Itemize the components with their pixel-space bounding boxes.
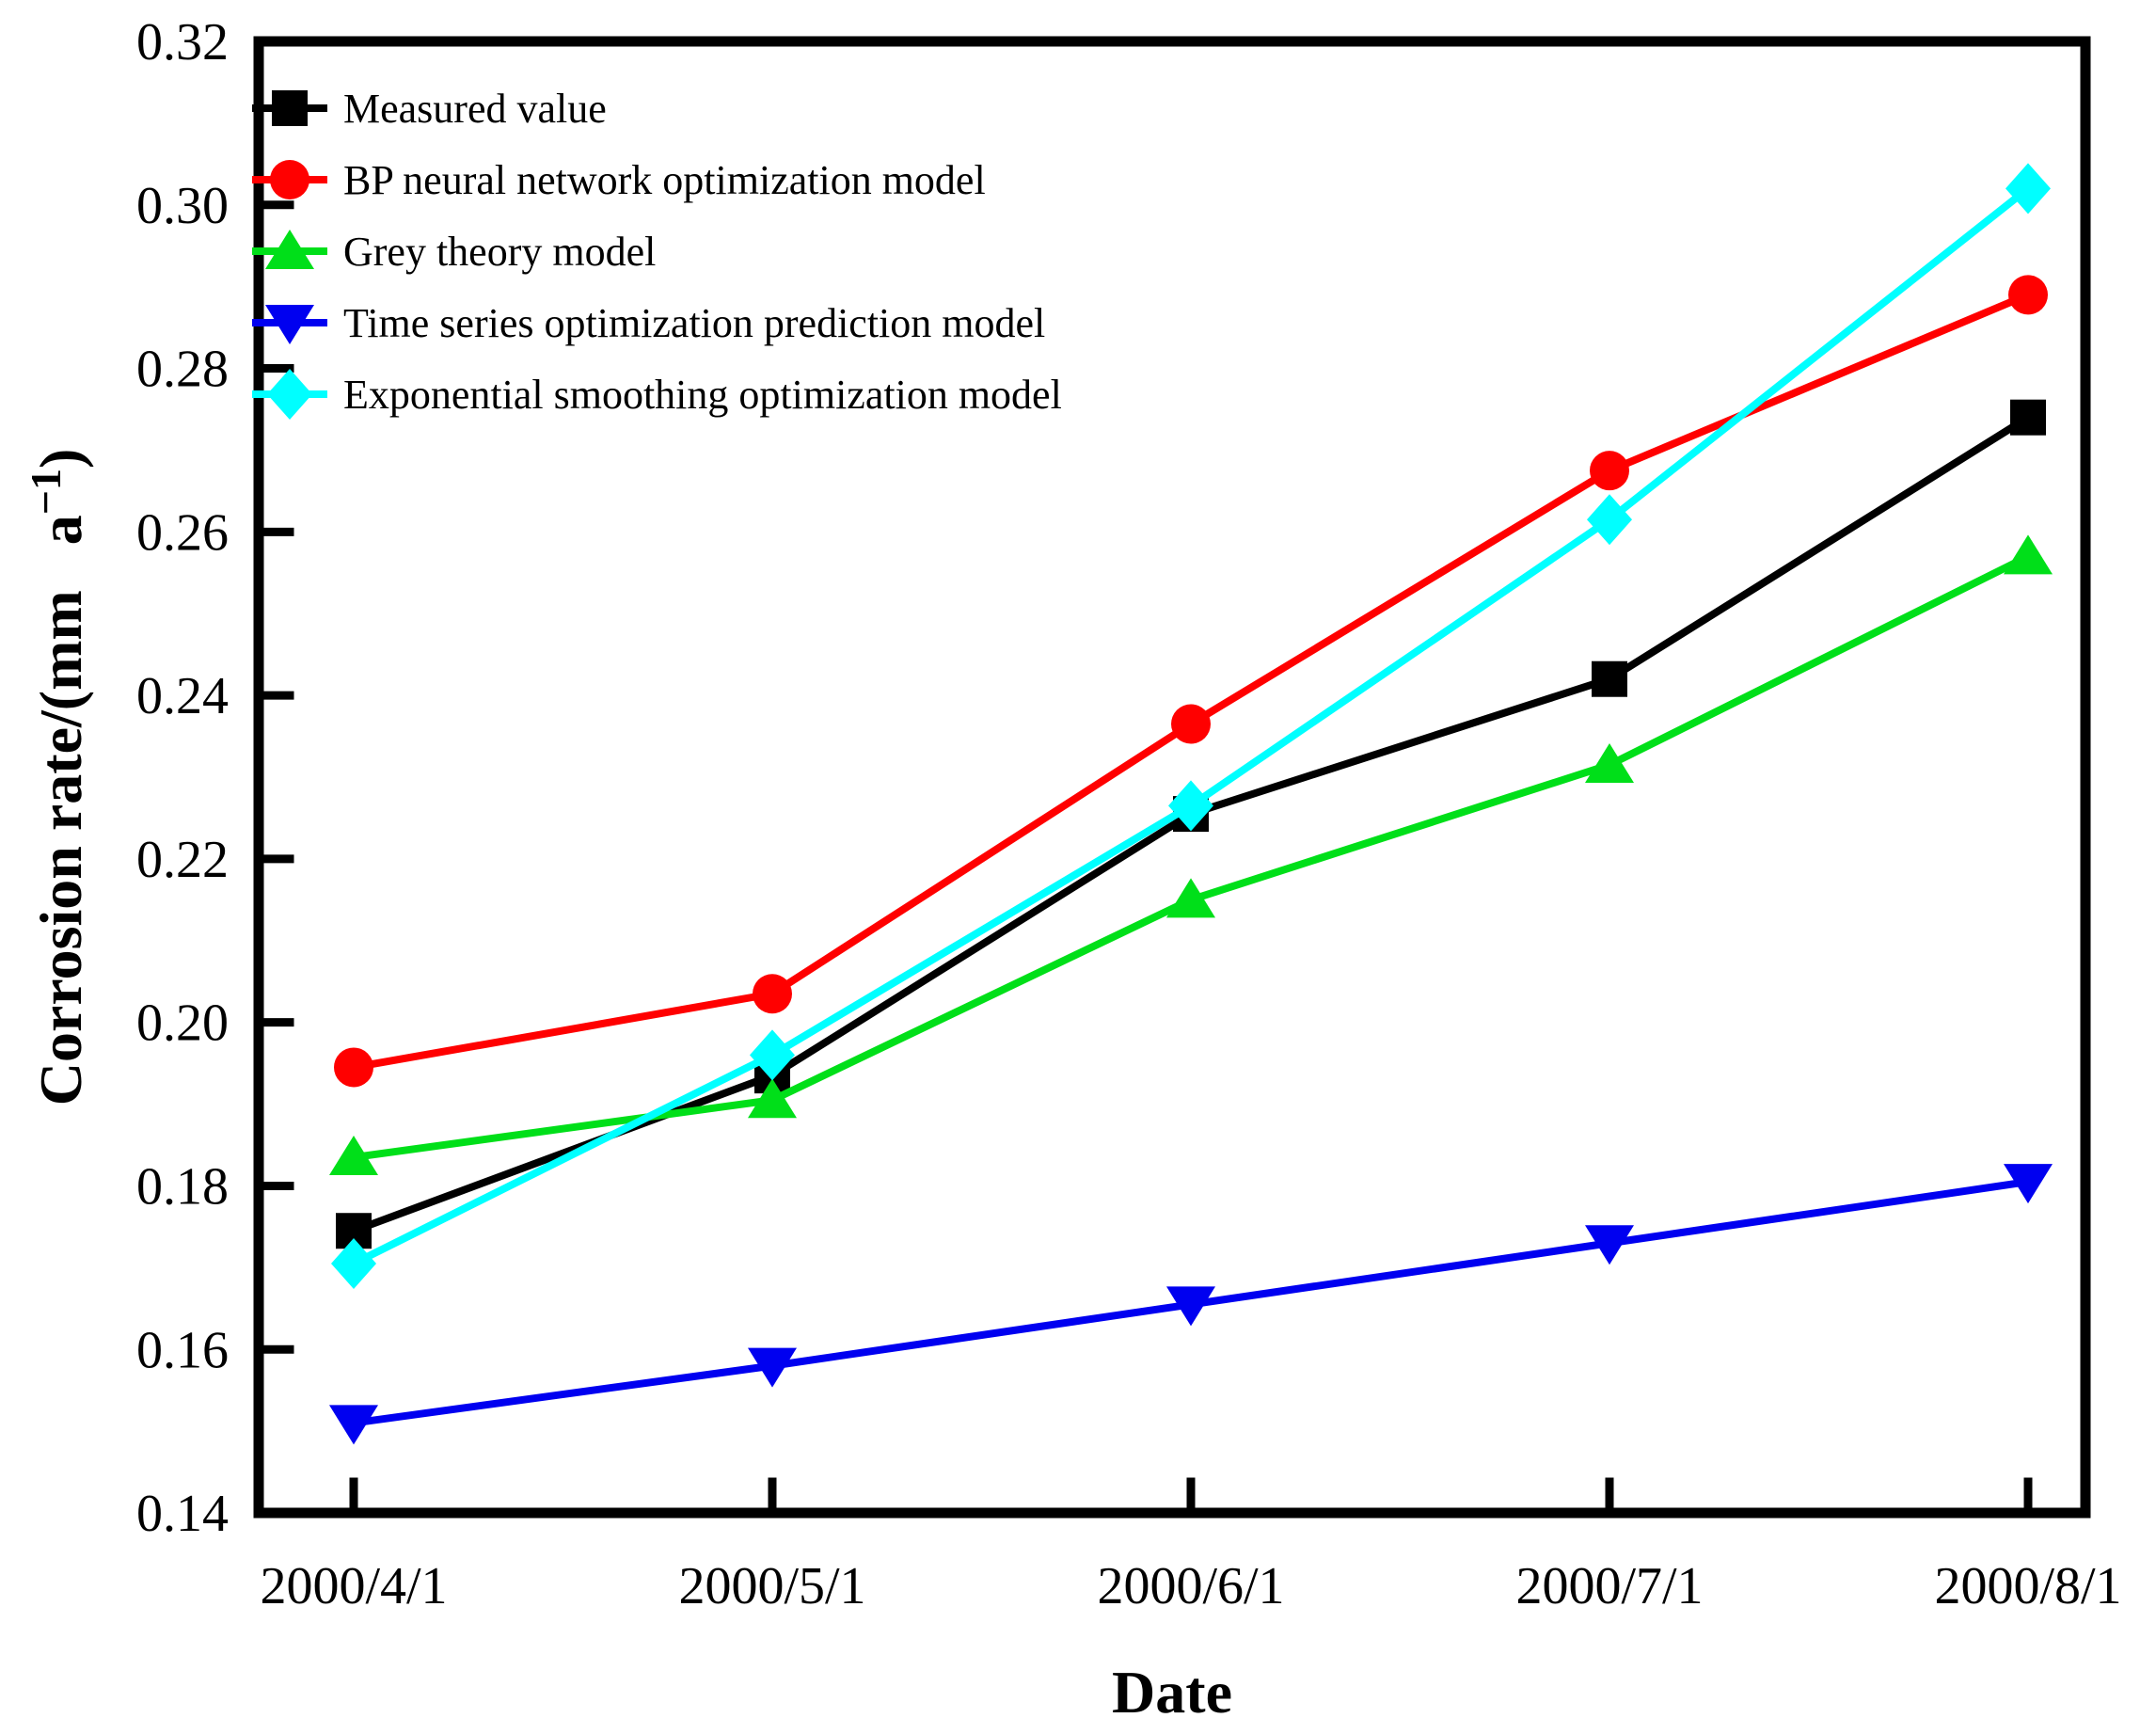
legend: Measured value BP neural network optimiza… bbox=[252, 86, 1062, 420]
x-axis: 2000/4/1 2000/5/1 2000/6/1 2000/7/1 2000/8/1 bbox=[260, 1477, 2122, 1615]
y-tick-label: 0.16 bbox=[136, 1321, 229, 1379]
y-axis: 0.14 0.16 0.18 0.20 0.22 0.24 0.26 0.28 0.30 0.32 bbox=[136, 13, 294, 1543]
y-tick-label: 0.26 bbox=[136, 503, 229, 562]
legend-label: Time series optimization prediction mode… bbox=[343, 300, 1045, 346]
legend-label: Grey theory model bbox=[343, 229, 656, 275]
legend-entry: BP neural network optimization model bbox=[252, 157, 986, 203]
legend-entry: Grey theory model bbox=[252, 229, 656, 275]
y-tick-label: 0.28 bbox=[136, 341, 229, 399]
x-tick-label: 2000/8/1 bbox=[1934, 1557, 2121, 1615]
y-tick-label: 0.24 bbox=[136, 667, 229, 725]
series-line bbox=[353, 552, 2030, 1161]
series-triangle-up bbox=[329, 534, 2053, 1176]
x-tick-label: 2000/7/1 bbox=[1515, 1557, 1703, 1615]
legend-label: Exponential smoothing optimization model bbox=[343, 372, 1062, 418]
series-triangle-down bbox=[329, 1164, 2053, 1445]
y-tick-label: 0.14 bbox=[136, 1485, 229, 1543]
plot-frame bbox=[253, 36, 2091, 1519]
y-tick-label: 0.30 bbox=[136, 177, 229, 235]
y-tick-label: 0.22 bbox=[136, 831, 229, 889]
series-diamond bbox=[331, 163, 2051, 1289]
legend-entry: Exponential smoothing optimization model bbox=[252, 369, 1062, 420]
legend-entry: Measured value bbox=[252, 86, 607, 132]
x-tick-label: 2000/5/1 bbox=[678, 1557, 865, 1615]
legend-label: Measured value bbox=[343, 86, 607, 132]
legend-label: BP neural network optimization model bbox=[343, 157, 986, 203]
y-tick-label: 0.32 bbox=[136, 13, 229, 72]
y-axis-title: Corrosion rate/(mm a−1) bbox=[22, 449, 94, 1106]
x-tick-label: 2000/6/1 bbox=[1097, 1557, 1284, 1615]
x-tick-label: 2000/4/1 bbox=[260, 1557, 447, 1615]
x-axis-title: Date bbox=[1112, 1659, 1232, 1726]
legend-entry: Time series optimization prediction mode… bbox=[252, 300, 1045, 346]
y-tick-label: 0.20 bbox=[136, 994, 229, 1053]
y-tick-label: 0.18 bbox=[136, 1157, 229, 1216]
